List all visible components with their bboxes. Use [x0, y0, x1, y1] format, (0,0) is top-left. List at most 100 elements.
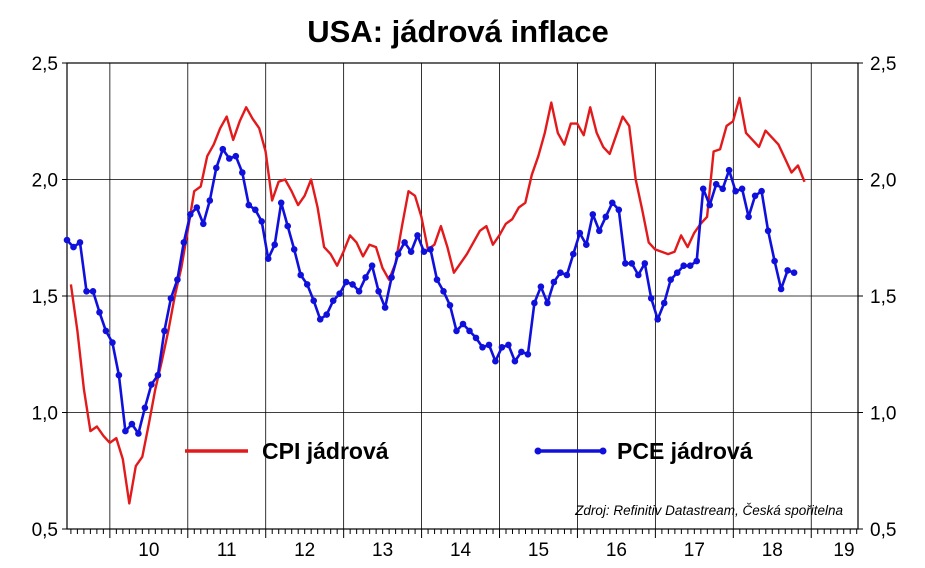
pce-data-point — [239, 169, 246, 176]
pce-data-point — [751, 192, 759, 200]
pce-data-point — [414, 232, 421, 239]
pce-data-point — [712, 180, 720, 188]
x-tick-label: 13 — [372, 540, 393, 561]
pce-data-point — [122, 427, 129, 435]
pce-data-point — [76, 239, 84, 246]
y-tick-label-right: 2,0 — [870, 171, 896, 192]
legend-pce-label: PCE jádrová — [617, 438, 753, 464]
pce-data-point — [180, 239, 188, 246]
pce-data-point — [537, 283, 545, 291]
pce-data-point — [777, 285, 785, 293]
pce-data-point — [440, 288, 447, 295]
y-tick-label-right: 0,5 — [870, 520, 896, 541]
y-tick-label-left: 0,5 — [32, 520, 58, 541]
pce-data-point — [213, 164, 220, 172]
y-tick-label-right: 1,0 — [870, 404, 896, 425]
pce-data-point — [732, 187, 739, 195]
pce-data-point — [174, 276, 181, 284]
x-tick-label: 17 — [684, 540, 705, 561]
pce-data-point — [128, 420, 136, 428]
pce-data-point — [505, 341, 512, 349]
pce-data-point — [563, 271, 571, 279]
pce-data-point — [290, 246, 298, 253]
pce-data-point — [187, 211, 194, 218]
pce-data-point — [284, 222, 292, 230]
x-tick-label: 11 — [217, 540, 237, 561]
pce-data-point — [375, 288, 382, 295]
plot-frame — [66, 62, 859, 530]
source-note: Zdroj: Refinitiv Datastream, Česká spoři… — [574, 503, 843, 518]
pce-data-point — [764, 227, 772, 235]
pce-data-point — [83, 288, 90, 295]
pce-data-point — [342, 278, 350, 286]
pce-data-point — [459, 320, 467, 328]
pce-data-point — [141, 404, 149, 412]
pce-data-point — [745, 213, 752, 221]
pce-data-point — [329, 297, 337, 305]
pce-data-point — [518, 348, 525, 356]
pce-data-point — [719, 185, 726, 193]
tick-labels: 0,5 0,5 1,0 1,0 1,5 1,5 2,0 2,0 2,5 2,5 10 11 12 13 14… — [32, 54, 897, 561]
pce-data-point — [381, 304, 389, 311]
pce-data-point — [583, 241, 590, 248]
pce-data-point — [628, 260, 636, 267]
pce-data-point — [193, 204, 201, 211]
pce-data-point — [310, 297, 318, 305]
y-tick-label-right: 1,5 — [870, 287, 896, 308]
x-tick-label: 16 — [606, 540, 627, 561]
pce-data-point — [252, 206, 259, 214]
legend: CPI jádrová PCE jádrová — [185, 438, 753, 464]
pce-data-point — [609, 199, 616, 207]
pce-data-point — [109, 339, 116, 346]
y-tick-label-left: 1,5 — [32, 287, 58, 308]
pce-data-point — [245, 201, 253, 209]
pce-data-point — [576, 229, 584, 237]
pce-data-point — [297, 271, 305, 279]
axes — [62, 62, 863, 538]
pce-data-point — [680, 262, 687, 270]
y-tick-label-left: 1,0 — [32, 404, 58, 425]
pce-data-point — [232, 152, 240, 160]
pce-data-point — [790, 269, 798, 277]
pce-data-point — [264, 255, 272, 262]
pce-data-point — [368, 262, 376, 270]
pce-data-point — [277, 199, 285, 207]
pce-data-point — [420, 248, 428, 255]
pce-data-point — [647, 295, 655, 302]
pce-data-point — [738, 185, 746, 193]
pce-data-point — [206, 197, 214, 204]
y-tick-label-left: 2,0 — [32, 171, 58, 192]
pce-data-point — [355, 288, 363, 295]
pce-data-point — [161, 327, 168, 335]
pce-data-point — [394, 250, 402, 258]
pce-data-point — [135, 430, 142, 437]
pce-data-point — [472, 334, 480, 342]
pce-data-point — [660, 299, 668, 307]
pce-data-point — [758, 187, 765, 195]
series-layer — [63, 96, 806, 505]
pce-data-point — [531, 299, 538, 307]
pce-data-point — [498, 344, 506, 351]
pce-data-point — [433, 276, 441, 284]
pce-data-point — [635, 271, 642, 279]
pce-data-point — [219, 145, 227, 153]
pce-data-point — [654, 316, 661, 323]
pce-data-point — [154, 371, 162, 379]
pce-data-point — [479, 344, 486, 351]
pce-data-point — [570, 250, 577, 258]
pce-data-point — [167, 295, 175, 302]
pce-data-point — [70, 243, 77, 251]
x-tick-label: 19 — [833, 540, 854, 561]
pce-data-point — [641, 260, 649, 267]
x-tick-label: 18 — [762, 540, 783, 561]
pce-data-point — [524, 351, 532, 358]
pce-data-point — [89, 288, 97, 295]
y-tick-label-left: 2,5 — [32, 54, 58, 75]
x-tick-label: 15 — [528, 540, 549, 561]
pce-data-point — [686, 262, 694, 270]
pce-data-point — [596, 227, 603, 235]
pce-data-point — [303, 281, 311, 288]
pce-data-point — [466, 327, 473, 335]
legend-pce-marker-right — [599, 447, 607, 455]
x-tick-label: 14 — [450, 540, 472, 561]
